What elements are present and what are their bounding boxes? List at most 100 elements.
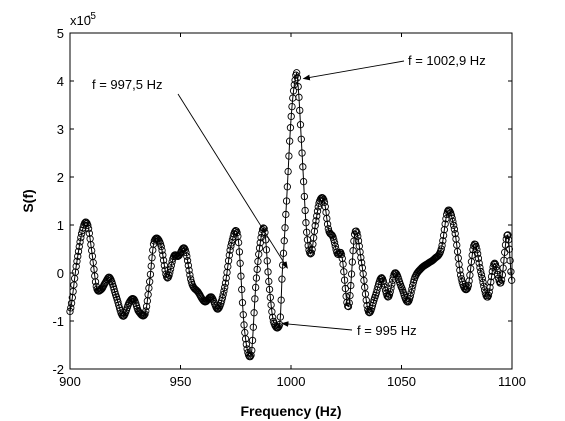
data-point bbox=[448, 214, 456, 222]
data-point bbox=[406, 292, 414, 300]
data-point bbox=[157, 242, 165, 251]
data-point bbox=[313, 207, 322, 215]
data-point bbox=[139, 312, 148, 320]
data-point bbox=[344, 302, 353, 311]
data-point bbox=[180, 244, 189, 252]
data-point bbox=[493, 266, 501, 275]
data-point bbox=[476, 263, 484, 272]
data-point bbox=[167, 261, 175, 270]
data-point bbox=[484, 291, 493, 300]
annotations: f = 1002,9 Hz f = 997,5 Hz f = 995 Hz bbox=[92, 53, 486, 338]
data-point bbox=[141, 310, 149, 318]
data-point bbox=[320, 198, 329, 206]
data-point bbox=[407, 289, 415, 297]
data-point bbox=[182, 248, 190, 257]
data-point bbox=[353, 229, 361, 237]
data-point bbox=[475, 259, 483, 267]
y-tick-label: -2 bbox=[52, 362, 64, 377]
data-point bbox=[391, 269, 400, 277]
annotation-label: f = 995 Hz bbox=[357, 323, 417, 338]
data-point bbox=[219, 290, 227, 299]
data-point bbox=[477, 267, 485, 276]
data-point bbox=[84, 221, 92, 230]
y-exponent-label: -5 bbox=[87, 11, 96, 22]
data-point bbox=[306, 250, 315, 258]
data-point bbox=[259, 224, 268, 232]
x-tick-label: 1050 bbox=[387, 374, 416, 389]
y-tick-label: -1 bbox=[52, 314, 64, 329]
data-point bbox=[449, 217, 457, 226]
data-point bbox=[386, 288, 394, 296]
annotation-arrow bbox=[302, 60, 405, 81]
data-point bbox=[66, 307, 74, 316]
y-axis-label: S(f) bbox=[20, 189, 36, 212]
data-point bbox=[434, 252, 442, 260]
data-series bbox=[66, 69, 516, 361]
data-point bbox=[479, 278, 487, 287]
y-tick-label: 0 bbox=[57, 266, 64, 281]
data-point bbox=[93, 285, 101, 293]
x-tick-label: 1100 bbox=[498, 374, 526, 389]
x-axis-label: Frequency (Hz) bbox=[240, 403, 341, 419]
data-point bbox=[503, 231, 511, 240]
data-point bbox=[142, 307, 150, 315]
data-point bbox=[218, 294, 227, 302]
data-point bbox=[183, 252, 191, 260]
data-point bbox=[129, 295, 138, 303]
data-point bbox=[76, 238, 84, 246]
data-point bbox=[369, 299, 377, 307]
x-tick-label: 950 bbox=[170, 374, 192, 389]
data-point bbox=[463, 285, 471, 293]
data-point bbox=[388, 280, 396, 288]
data-point bbox=[186, 271, 194, 279]
data-point bbox=[327, 230, 336, 239]
data-point bbox=[318, 194, 326, 202]
data-point bbox=[313, 212, 321, 220]
y-tick-label: 5 bbox=[57, 26, 64, 41]
data-point bbox=[387, 284, 395, 292]
data-point bbox=[77, 233, 85, 242]
data-point bbox=[450, 225, 459, 233]
data-point bbox=[312, 217, 320, 225]
data-point bbox=[166, 268, 174, 277]
data-point bbox=[113, 295, 121, 304]
annotation-label: f = 997,5 Hz bbox=[92, 77, 162, 92]
data-point bbox=[473, 246, 481, 254]
data-point bbox=[168, 258, 176, 266]
data-point bbox=[221, 283, 229, 292]
data-point bbox=[472, 242, 480, 251]
data-point bbox=[438, 241, 446, 250]
y-multiplier-label: x10 bbox=[70, 13, 91, 28]
data-point bbox=[330, 235, 338, 244]
data-point bbox=[153, 234, 162, 243]
y-tick-label: 2 bbox=[57, 170, 64, 185]
data-point bbox=[464, 281, 472, 290]
data-point bbox=[174, 252, 182, 260]
axis-ticks: 900 950 1000 1050 1100 -2 -1 0 1 2 3 4 5 bbox=[52, 26, 526, 389]
data-point bbox=[456, 271, 465, 279]
data-point bbox=[485, 288, 493, 296]
data-point bbox=[450, 221, 458, 230]
data-point bbox=[119, 312, 128, 320]
data-point bbox=[161, 266, 169, 274]
data-point bbox=[233, 228, 241, 237]
data-point bbox=[220, 287, 228, 295]
data-point bbox=[247, 351, 255, 359]
annotation-label: f = 1002,9 Hz bbox=[408, 53, 486, 68]
data-point bbox=[494, 270, 502, 279]
data-point bbox=[158, 246, 166, 255]
data-point bbox=[187, 275, 195, 283]
x-tick-label: 900 bbox=[59, 374, 81, 389]
data-point bbox=[199, 296, 207, 304]
x-tick-label: 1000 bbox=[277, 374, 306, 389]
y-tick-label: 1 bbox=[57, 218, 64, 233]
data-point bbox=[374, 283, 382, 291]
data-point bbox=[75, 242, 83, 251]
data-point bbox=[184, 261, 193, 270]
data-point bbox=[478, 274, 486, 283]
y-tick-label: 4 bbox=[57, 74, 64, 89]
data-point bbox=[366, 308, 374, 316]
data-point bbox=[408, 285, 416, 293]
data-point bbox=[185, 266, 193, 274]
data-point bbox=[477, 271, 486, 279]
